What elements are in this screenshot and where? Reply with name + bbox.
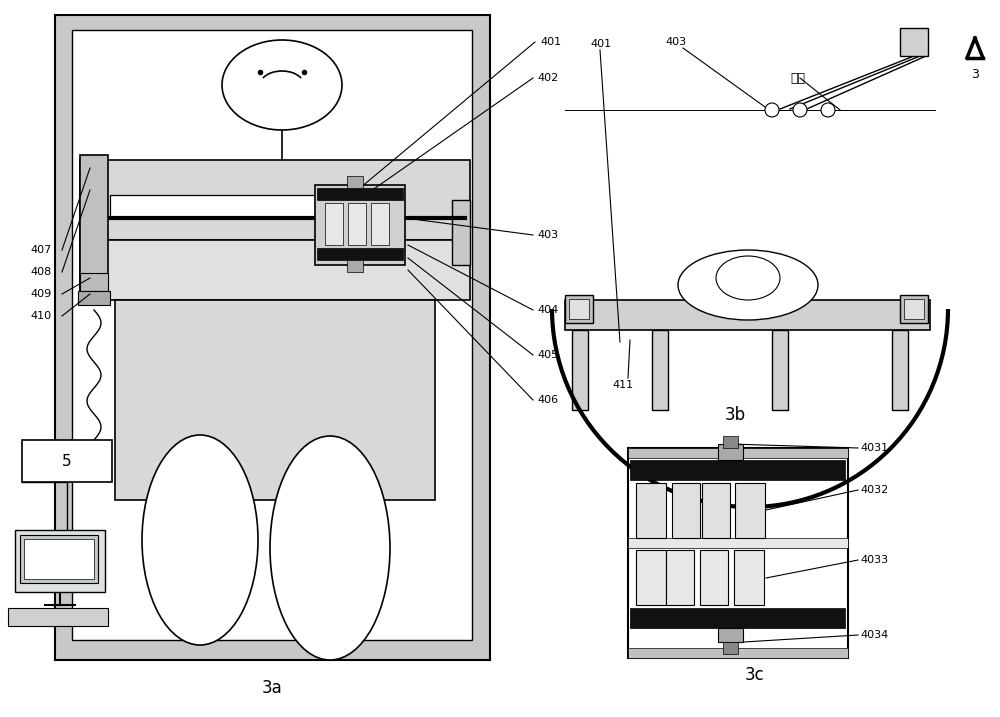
Ellipse shape (142, 435, 258, 645)
Bar (452, 200, 470, 265)
Bar (347, 176, 363, 188)
Text: 409: 409 (30, 289, 51, 299)
Ellipse shape (821, 103, 835, 117)
Bar (565, 295, 593, 323)
Bar (20, 535, 98, 583)
Bar (115, 300, 435, 500)
Bar (80, 155, 108, 305)
Text: 407: 407 (30, 245, 51, 255)
Bar (347, 260, 363, 272)
Bar (636, 483, 666, 538)
Bar (672, 483, 700, 538)
Bar (15, 530, 105, 592)
Bar (317, 248, 403, 260)
Bar (110, 195, 315, 217)
Text: 403: 403 (537, 230, 558, 240)
Bar (572, 330, 588, 410)
Bar (55, 15, 490, 660)
Bar (78, 291, 110, 305)
Bar (700, 550, 728, 605)
Bar (723, 642, 738, 654)
Ellipse shape (765, 103, 779, 117)
Bar (666, 550, 694, 605)
Ellipse shape (270, 436, 390, 660)
Text: 402: 402 (537, 73, 558, 83)
Text: 5: 5 (62, 453, 72, 468)
Bar (325, 203, 343, 245)
Text: 3b: 3b (724, 406, 746, 424)
Text: 404: 404 (537, 305, 558, 315)
Text: 射线: 射线 (790, 72, 805, 85)
Bar (900, 295, 928, 323)
Bar (80, 273, 108, 291)
Text: 410: 410 (30, 311, 51, 321)
Bar (630, 460, 845, 480)
Text: 401: 401 (590, 39, 611, 49)
Bar (735, 483, 765, 538)
Bar (772, 330, 788, 410)
Bar (900, 28, 928, 56)
Bar (636, 550, 666, 605)
Text: 4034: 4034 (860, 630, 888, 640)
Bar (315, 185, 405, 265)
Bar (630, 608, 845, 628)
Bar (348, 203, 366, 245)
Bar (565, 300, 930, 330)
Bar (628, 648, 848, 658)
Text: 411: 411 (612, 380, 633, 390)
Bar (723, 436, 738, 448)
Bar (892, 330, 908, 410)
Bar (80, 160, 470, 240)
Text: 406: 406 (537, 395, 558, 405)
Bar (569, 299, 589, 319)
Ellipse shape (716, 256, 780, 300)
Text: 408: 408 (30, 267, 51, 277)
Bar (628, 448, 848, 458)
Ellipse shape (793, 103, 807, 117)
Ellipse shape (222, 40, 342, 130)
Text: 4031: 4031 (860, 443, 888, 453)
Text: 3: 3 (971, 69, 979, 82)
Bar (80, 240, 470, 300)
Bar (718, 444, 743, 460)
Text: 3c: 3c (745, 666, 765, 684)
Bar (8, 608, 108, 626)
Bar (24, 539, 94, 579)
Bar (652, 330, 668, 410)
Bar (904, 299, 924, 319)
Text: 403: 403 (665, 37, 686, 47)
Text: 4033: 4033 (860, 555, 888, 565)
Bar (734, 550, 764, 605)
Bar (702, 483, 730, 538)
Text: 3a: 3a (262, 679, 282, 697)
Bar (22, 440, 112, 482)
Bar (317, 188, 403, 200)
Bar (371, 203, 389, 245)
Bar (72, 30, 472, 640)
Bar (718, 628, 743, 642)
Bar (628, 448, 848, 658)
Text: 4032: 4032 (860, 485, 888, 495)
Bar (628, 538, 848, 548)
Text: 401: 401 (540, 37, 561, 47)
Text: 405: 405 (537, 350, 558, 360)
Ellipse shape (678, 250, 818, 320)
